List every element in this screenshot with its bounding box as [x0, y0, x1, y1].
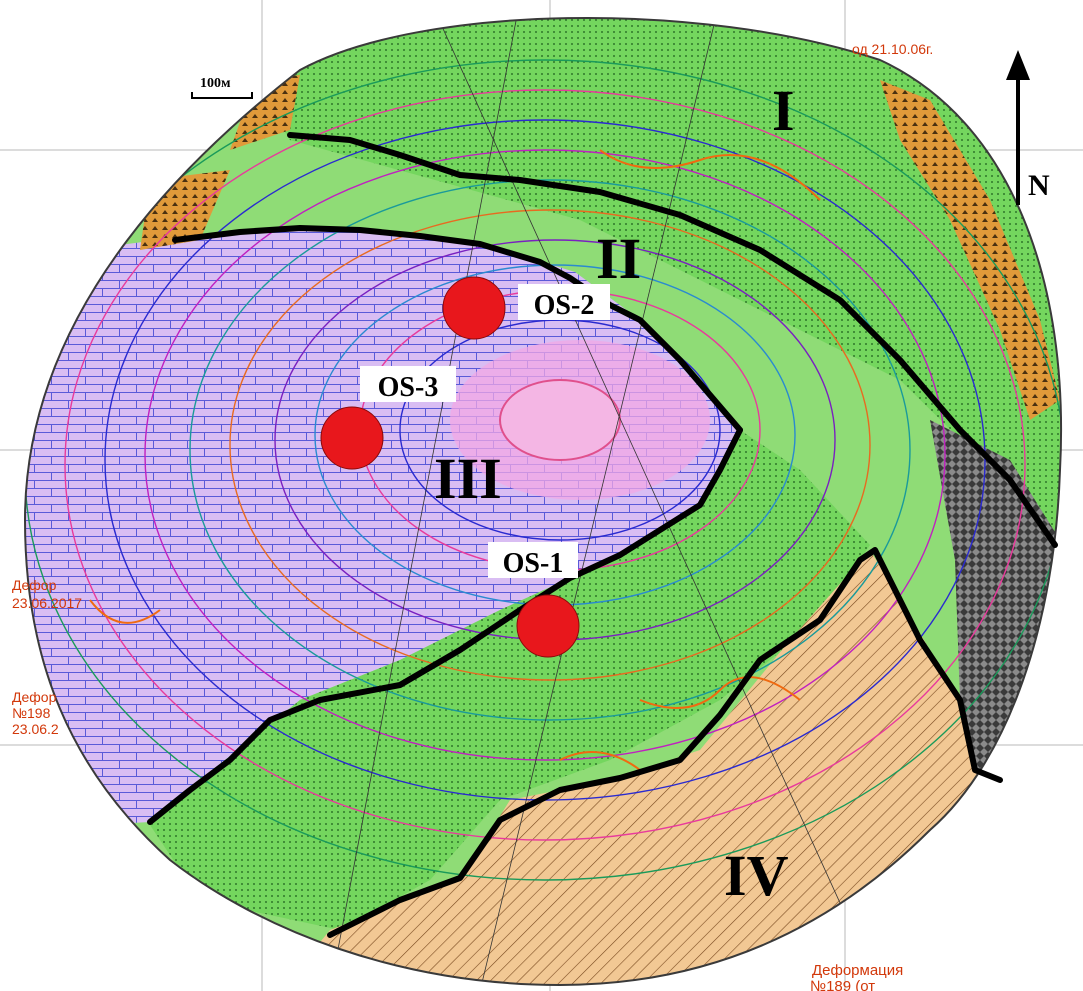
green-band — [150, 430, 870, 930]
annotation-deformation-left-upper-1: Дефор — [12, 577, 57, 593]
annotation-top-date: од 21.10.06г. — [852, 41, 933, 57]
station-os-2-marker[interactable] — [442, 276, 506, 340]
station-os-3-label: OS-3 — [378, 372, 439, 403]
fault-line-iii-band — [147, 427, 743, 825]
zone-label-iv: IV — [724, 843, 789, 908]
fault-line-ii-iii — [172, 225, 743, 433]
zone-labels: I II III IV — [434, 78, 795, 908]
scale-bar-label: 100м — [200, 76, 231, 91]
station-os-2-label: OS-2 — [534, 290, 595, 321]
station-os-3-marker[interactable] — [320, 406, 384, 470]
station-os-1-label: OS-1 — [503, 548, 564, 579]
station-os-1-marker[interactable] — [516, 594, 580, 658]
pit-outline — [23, 16, 1063, 987]
zone-label-iii: III — [434, 446, 502, 511]
fault-line-north — [287, 132, 1058, 548]
scale-bar: 100м — [191, 76, 253, 99]
annotation-deformation-left-1: Дефор — [12, 689, 57, 705]
annotation-deformation-bottom-1: Деформация — [812, 962, 903, 979]
north-label: N — [1028, 169, 1050, 202]
annotations: од 21.10.06г. Деформация №189 (от Дефор … — [12, 41, 933, 991]
zone-i-area — [200, 17, 1062, 560]
annotation-deformation-left-3: 23.06.2 — [12, 721, 59, 737]
station-os-1[interactable]: OS-1 — [488, 542, 580, 658]
annotation-deformation-left-2: №198 — [12, 705, 51, 721]
zone-label-i: I — [772, 78, 795, 143]
annotation-deformation-bottom-2: №189 (от — [810, 978, 875, 991]
station-os-3[interactable]: OS-3 — [320, 366, 456, 470]
station-os-2[interactable]: OS-2 — [442, 276, 610, 340]
annotation-deformation-left-upper-2: 23.06.2017 — [12, 595, 82, 611]
north-arrow: N — [1006, 50, 1050, 205]
zone-label-ii: II — [596, 226, 641, 291]
fault-lines — [147, 132, 1058, 938]
fault-line-iv — [327, 547, 1003, 938]
